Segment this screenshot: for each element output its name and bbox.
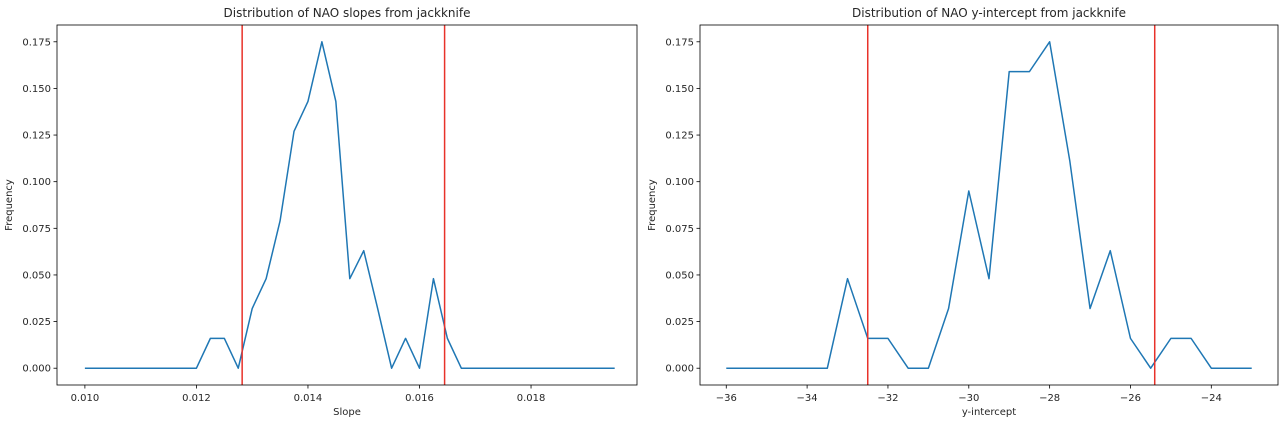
intercept-chart: Distribution of NAO y-intercept from jac… xyxy=(647,6,1279,418)
intercept-chart-ytick-label: 0.075 xyxy=(665,224,694,235)
intercept-chart-ytick-label: 0.100 xyxy=(665,177,694,188)
intercept-chart-xtick-label: −26 xyxy=(1120,393,1141,404)
slope-chart-ytick-label: 0.050 xyxy=(22,270,51,281)
slope-chart-title: Distribution of NAO slopes from jackknif… xyxy=(224,6,471,20)
intercept-chart-ytick-label: 0.150 xyxy=(665,84,694,95)
slope-chart-ytick-labels: 0.000 0.025 0.050 0.075 0.100 0.125 0.15… xyxy=(22,37,51,374)
slope-chart-xtick-label: 0.012 xyxy=(182,393,211,404)
slope-chart-xlabel: Slope xyxy=(333,407,361,418)
intercept-chart-xtick-label: −24 xyxy=(1201,393,1222,404)
slope-chart-ytick-label: 0.075 xyxy=(22,224,51,235)
intercept-chart-xtick-labels: −36 −34 −32 −30 −28 −26 −24 xyxy=(716,393,1222,404)
intercept-chart-title: Distribution of NAO y-intercept from jac… xyxy=(852,6,1126,20)
intercept-chart-xtick-label: −36 xyxy=(716,393,737,404)
intercept-chart-plot-area xyxy=(700,25,1278,385)
intercept-chart-xtick-label: −28 xyxy=(1039,393,1060,404)
slope-chart-plot-area xyxy=(57,25,637,385)
intercept-chart-xtick-label: −30 xyxy=(958,393,979,404)
intercept-chart-xlabel: y-intercept xyxy=(962,407,1016,418)
intercept-chart-ytick-label: 0.175 xyxy=(665,37,694,48)
intercept-chart-ylabel: Frequency xyxy=(647,179,658,231)
slope-chart-xtick-label: 0.010 xyxy=(71,393,100,404)
slope-chart-ytick-label: 0.000 xyxy=(22,364,51,375)
slope-chart-xtick-labels: 0.010 0.012 0.014 0.016 0.018 xyxy=(71,393,546,404)
intercept-chart-ytick-label: 0.025 xyxy=(665,317,694,328)
slope-chart: Distribution of NAO slopes from jackknif… xyxy=(4,6,638,418)
slope-chart-xtick-label: 0.014 xyxy=(294,393,323,404)
slope-chart-ytick-label: 0.100 xyxy=(22,177,51,188)
slope-chart-ytick-label: 0.025 xyxy=(22,317,51,328)
slope-chart-xtick-label: 0.018 xyxy=(517,393,546,404)
slope-chart-xtick-label: 0.016 xyxy=(405,393,434,404)
slope-chart-ytick-label: 0.150 xyxy=(22,84,51,95)
slope-chart-ylabel: Frequency xyxy=(4,179,15,231)
intercept-chart-ytick-labels: 0.000 0.025 0.050 0.075 0.100 0.125 0.15… xyxy=(665,37,694,374)
intercept-chart-series-line xyxy=(726,41,1252,369)
slope-chart-series-line xyxy=(84,41,615,369)
intercept-chart-ytick-label: 0.125 xyxy=(665,131,694,142)
slope-chart-ytick-label: 0.175 xyxy=(22,37,51,48)
intercept-chart-xtick-label: −34 xyxy=(797,393,818,404)
slope-chart-ytick-label: 0.125 xyxy=(22,131,51,142)
intercept-chart-xtick-label: −32 xyxy=(877,393,898,404)
intercept-chart-frame xyxy=(699,24,1279,386)
slope-chart-frame xyxy=(56,24,638,386)
intercept-chart-ytick-label: 0.050 xyxy=(665,270,694,281)
intercept-chart-ytick-label: 0.000 xyxy=(665,364,694,375)
